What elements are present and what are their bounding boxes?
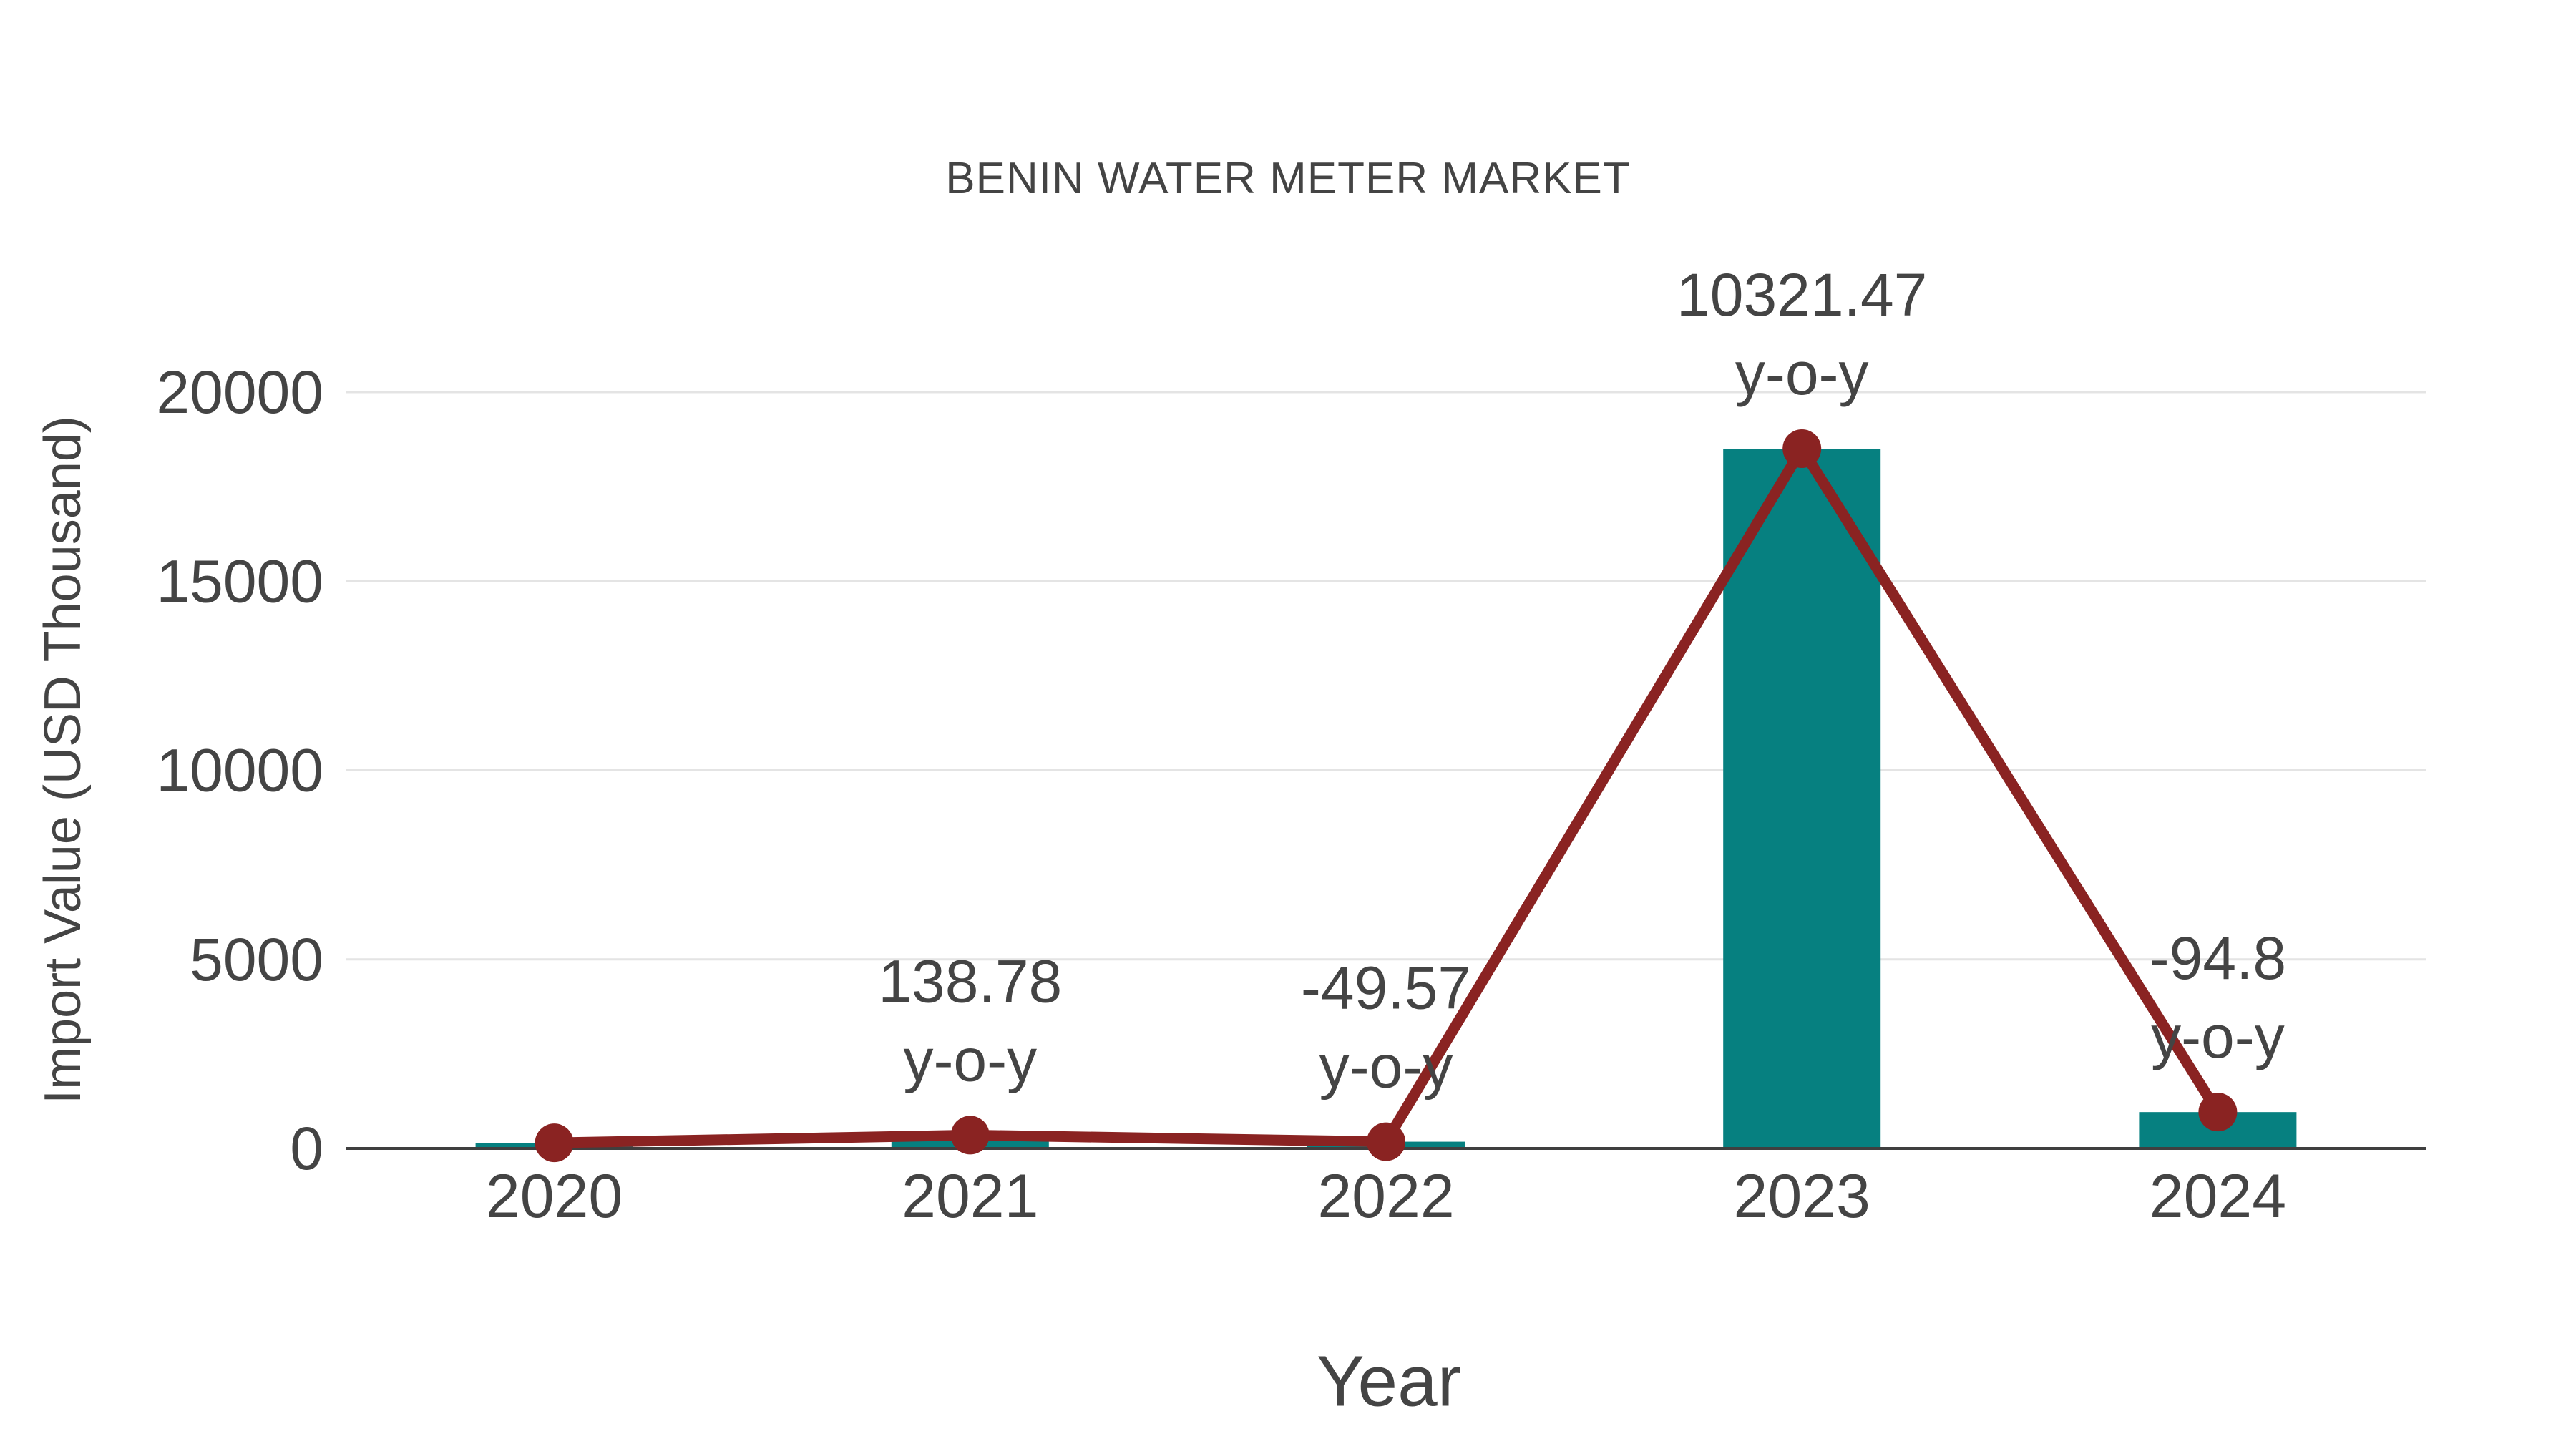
annotation-label: y-o-y <box>1319 1033 1453 1101</box>
annotation-value: 138.78 <box>878 947 1062 1015</box>
data-point-marker-2023 <box>1782 429 1822 469</box>
annotation-label: y-o-y <box>1735 340 1869 407</box>
annotation-label: y-o-y <box>2151 1003 2285 1070</box>
data-point-marker-2022 <box>1367 1122 1405 1161</box>
x-tick-label: 2020 <box>486 1162 623 1231</box>
y-tick-label: 20000 <box>156 358 323 426</box>
y-tick-label: 15000 <box>156 547 323 615</box>
x-tick-label: 2023 <box>1734 1162 1870 1231</box>
annotation-value: -94.8 <box>2150 924 2286 992</box>
chart-title: BENIN WATER METER MARKET <box>945 154 1631 203</box>
data-point-marker-2020 <box>535 1123 574 1163</box>
x-axis-title: Year <box>1316 1341 1462 1422</box>
x-tick-label: 2024 <box>2150 1162 2286 1231</box>
y-tick-label: 5000 <box>190 926 323 993</box>
y-tick-label: 0 <box>290 1115 323 1182</box>
annotation-label: y-o-y <box>903 1026 1037 1093</box>
annotation-value: -49.57 <box>1301 955 1471 1022</box>
data-point-marker-2024 <box>2198 1093 2238 1132</box>
x-tick-label: 2021 <box>902 1162 1038 1231</box>
bar-2023 <box>1723 449 1881 1148</box>
data-point-marker-2021 <box>950 1116 990 1155</box>
x-tick-label: 2022 <box>1317 1162 1454 1231</box>
y-tick-label: 10000 <box>156 737 323 804</box>
annotation-value: 10321.47 <box>1677 261 1927 328</box>
